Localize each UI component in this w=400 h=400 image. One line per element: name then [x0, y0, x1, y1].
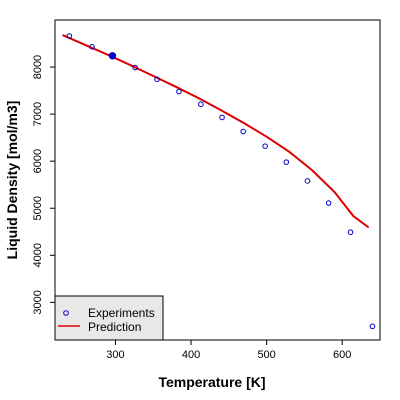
y-axis-ticks: 3000 4000 5000 6000 7000 8000 — [32, 55, 55, 315]
legend-label-experiments: Experiments — [88, 306, 155, 320]
y-tick-label: 3000 — [32, 290, 44, 314]
legend-label-prediction: Prediction — [88, 320, 141, 334]
experiment-point — [304, 178, 311, 184]
experiment-point — [154, 76, 160, 83]
experiment-point — [283, 159, 290, 165]
experiment-point — [132, 64, 138, 71]
x-tick-label: 400 — [182, 349, 200, 361]
y-tick-label: 7000 — [32, 102, 44, 126]
highlighted-experiment-point — [108, 52, 117, 60]
experiment-point — [369, 323, 376, 330]
y-axis-title: Liquid Density [mol/m3] — [4, 101, 20, 260]
legend: Experiments Prediction — [54, 295, 164, 341]
experiment-point — [347, 229, 354, 236]
legend-box — [54, 295, 164, 341]
x-tick-label: 600 — [333, 349, 351, 361]
experiment-point — [240, 128, 246, 135]
x-axis-ticks: 300 400 500 600 — [106, 340, 351, 361]
x-axis-title: Temperature [K] — [158, 374, 265, 390]
y-tick-label: 4000 — [32, 243, 44, 267]
y-tick-label: 8000 — [32, 55, 44, 79]
plot-frame — [54, 19, 381, 341]
series-layer — [62, 33, 376, 330]
experiment-point — [262, 143, 268, 149]
y-tick-label: 6000 — [32, 149, 44, 173]
experiment-point — [176, 88, 182, 95]
experiment-point — [89, 44, 95, 50]
experiment-point — [219, 114, 225, 121]
y-tick-label: 5000 — [32, 196, 44, 220]
x-tick-label: 500 — [257, 349, 275, 361]
prediction-line — [62, 34, 370, 229]
experiment-point — [325, 200, 332, 206]
x-tick-label: 300 — [106, 349, 124, 361]
experiment-point — [198, 101, 204, 108]
experiment-point — [66, 33, 73, 39]
legend-marker-experiments — [63, 310, 69, 316]
